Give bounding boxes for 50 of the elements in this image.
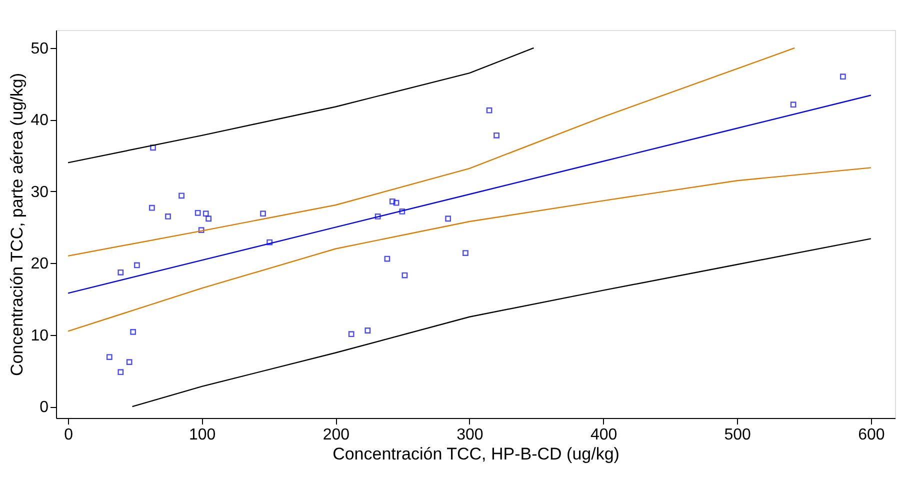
x-tick-label: 400: [590, 426, 618, 444]
line-series: [67, 47, 796, 257]
point: [118, 369, 124, 376]
y-axis-title: Concentración TCC, parte aérea (ug/kg): [8, 72, 27, 376]
point: [194, 210, 201, 216]
point: [126, 359, 132, 366]
line-series: [132, 238, 872, 408]
line-series: [67, 47, 534, 164]
point: [462, 250, 468, 256]
point: [202, 210, 209, 217]
y-tick-label: 20: [30, 256, 49, 273]
point: [134, 262, 140, 268]
x-axis-title: Concentración TCC, HP-B-CD (ug/kg): [332, 444, 620, 464]
point: [402, 272, 408, 278]
y-tick-label: 30: [30, 184, 49, 201]
x-tick-label: 600: [858, 426, 885, 444]
y-tick-label: 50: [30, 40, 49, 58]
y-tick-label: 0: [40, 399, 49, 416]
point: [790, 102, 796, 108]
point: [130, 328, 136, 335]
point: [445, 216, 452, 222]
line-series: [67, 167, 872, 332]
y-tick-label: 40: [30, 112, 49, 130]
point: [150, 144, 156, 151]
point: [393, 200, 400, 206]
point: [840, 74, 846, 80]
point: [364, 328, 371, 334]
point: [486, 107, 492, 114]
point: [260, 210, 266, 217]
point: [106, 354, 112, 360]
point: [178, 192, 184, 199]
point: [348, 331, 354, 338]
point: [384, 256, 390, 262]
point: [494, 132, 500, 138]
x-tick-label: 200: [322, 426, 350, 444]
point: [149, 204, 155, 211]
point: [206, 216, 212, 222]
point: [374, 214, 381, 220]
y-tick-label: 10: [30, 327, 49, 344]
point: [118, 269, 124, 276]
line-series: [67, 94, 872, 294]
point: [198, 227, 204, 234]
x-tick-label: 500: [724, 426, 752, 444]
point: [165, 214, 171, 220]
x-tick-label: 100: [189, 426, 216, 444]
point: [389, 198, 396, 204]
point: [266, 239, 273, 246]
x-tick-label: 300: [456, 426, 484, 444]
x-tick-label: 0: [64, 426, 74, 444]
point: [399, 208, 406, 214]
